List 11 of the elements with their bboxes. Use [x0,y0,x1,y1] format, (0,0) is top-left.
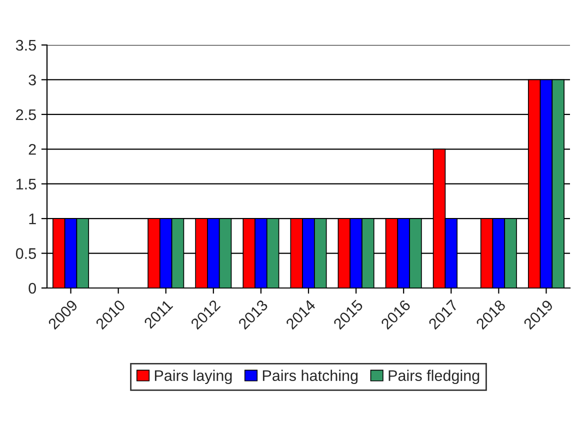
y-tick-label: 0 [28,282,36,294]
y-tick-label: 2.5 [16,109,36,120]
y-tick-label: 3 [28,74,36,86]
legend-label: Pairs fledging [388,370,480,384]
y-tick-label: 1 [29,214,36,224]
y-tick-label: 2 [28,144,36,155]
y-tick-label: 3.5 [16,40,36,51]
legend-label: Pairs laying [154,370,232,384]
y-tick-label: 1.5 [16,178,36,190]
y-tick-label: 0.5 [16,248,36,259]
legend-label: Pairs hatching [262,370,358,384]
